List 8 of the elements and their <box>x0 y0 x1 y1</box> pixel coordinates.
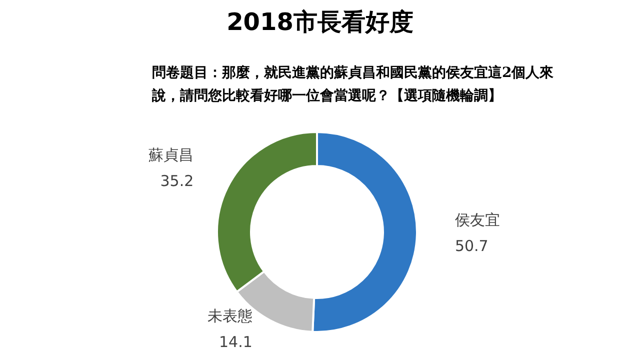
slice-label: 蘇貞昌 <box>148 146 194 164</box>
slice-label: 未表態 <box>207 307 252 326</box>
data-label: 14.1 <box>219 333 252 352</box>
data-label: 35.2 <box>160 172 194 190</box>
chart-title: 2018市長看好度 <box>226 7 414 38</box>
data-label: 50.7 <box>454 237 488 256</box>
slice-label: 侯友宜 <box>454 211 500 230</box>
chart-subtitle: 問卷題目：那麼，就民進黨的蘇貞昌和國民黨的侯友宜這2個人來說，請問您比較看好哪一位會當選呢？【選項隨機輪調】 <box>152 64 555 106</box>
